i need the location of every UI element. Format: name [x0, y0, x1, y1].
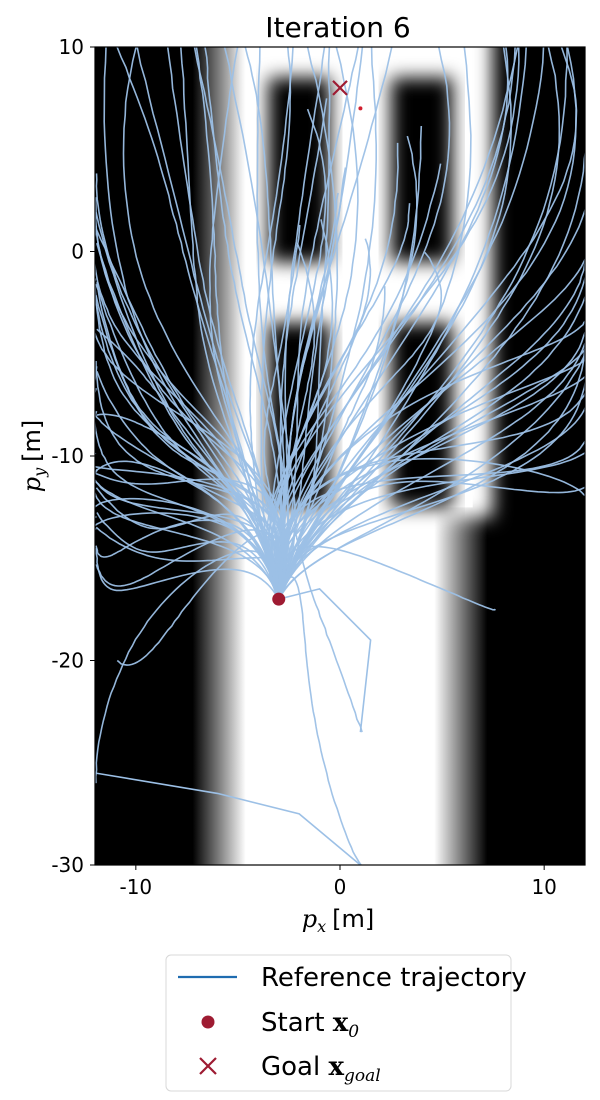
- x-axis-unit: [m]: [332, 905, 374, 933]
- trajectory-line: [95, 487, 280, 600]
- trajectory-line: [278, 125, 423, 600]
- trajectory-line: [95, 387, 280, 600]
- trajectory-line: [278, 340, 585, 600]
- trajectory-line: [278, 337, 585, 600]
- trajectory-line: [276, 47, 451, 600]
- x-axis-subscript: x: [317, 917, 326, 936]
- trajectory-line: [249, 47, 294, 600]
- x-axis-title: px [m]: [302, 905, 375, 936]
- trajectory-line: [95, 225, 280, 600]
- trajectory-line: [278, 405, 585, 600]
- trajectory-line: [96, 281, 280, 600]
- legend-box: [165, 954, 512, 1092]
- y-tick-label: -10: [51, 444, 84, 468]
- trajectory-line: [95, 173, 280, 600]
- trajectory-line: [116, 47, 280, 600]
- legend-goal-subscript: goal: [344, 1066, 381, 1086]
- legend-goal-math: x: [328, 1052, 344, 1082]
- x-tick-label: 10: [531, 875, 556, 899]
- y-tick-label: -30: [51, 853, 84, 877]
- y-axis-unit: [m]: [18, 420, 46, 462]
- trajectory-line: [223, 47, 296, 600]
- legend-start-subscript: 0: [348, 1022, 359, 1042]
- trajectory-line: [95, 197, 280, 600]
- trajectory-line: [278, 47, 527, 600]
- y-axis-ticks: -30 -20 -10 0 10: [51, 35, 95, 877]
- trajectory-line: [278, 47, 512, 600]
- trajectory-line: [278, 260, 585, 600]
- y-tick-label: 10: [59, 35, 84, 59]
- legend-label-goal: Goal xgoal: [261, 1052, 381, 1086]
- trajectory-line: [166, 47, 280, 600]
- trajectory-line: [260, 47, 292, 600]
- y-tick-label: 0: [71, 240, 84, 264]
- trajectory-bundle: [95, 47, 585, 865]
- legend-start-marker: [201, 1015, 215, 1029]
- goal-marker-stroke: [332, 80, 348, 96]
- chart-title: Iteration 6: [265, 11, 410, 44]
- trajectory-line: [278, 47, 561, 600]
- trajectory-line: [278, 588, 372, 733]
- trajectory-line: [266, 47, 359, 600]
- y-axis-symbol: p: [18, 477, 46, 492]
- trajectory-line: [275, 47, 519, 600]
- x-tick-label: 0: [334, 875, 347, 899]
- trajectory-line: [273, 416, 585, 600]
- trajectory-line: [195, 47, 280, 600]
- trajectory-line: [278, 47, 578, 600]
- legend: Reference trajectory Start x0 Goal xgoal: [165, 954, 527, 1092]
- trajectory-line: [275, 47, 509, 600]
- legend-start-text: Start: [261, 1008, 333, 1038]
- x-tick-label: -10: [119, 875, 152, 899]
- trajectory-line: [265, 163, 442, 600]
- plot-area: [95, 47, 585, 865]
- trajectory-line: [193, 47, 285, 600]
- y-axis-title: py [m]: [18, 420, 49, 493]
- legend-goal-text: Goal: [261, 1052, 328, 1082]
- legend-start-math: x: [333, 1008, 349, 1038]
- goal-sample-point: [358, 106, 363, 111]
- start-marker: [272, 592, 286, 606]
- legend-label-reference-trajectory: Reference trajectory: [261, 963, 527, 993]
- x-axis-ticks: -10 0 10: [119, 865, 557, 899]
- trajectory-line: [95, 366, 280, 600]
- y-axis-subscript: y: [30, 467, 49, 478]
- legend-goal-marker: [199, 1057, 217, 1075]
- trajectory-line: [95, 371, 280, 600]
- marker-layer: [272, 80, 363, 606]
- trajectory-line: [278, 47, 331, 600]
- trajectory-line: [278, 320, 585, 600]
- trajectory-line: [278, 135, 418, 600]
- trajectory-line: [95, 772, 361, 865]
- trajectory-line: [204, 47, 283, 600]
- trajectory-line: [278, 47, 339, 600]
- trajectory-line: [278, 576, 362, 865]
- obstacle-block-2: [391, 77, 453, 262]
- trajectory-line: [95, 526, 289, 600]
- trajectory-line: [95, 547, 280, 600]
- trajectory-line: [278, 480, 585, 600]
- trajectory-line: [278, 47, 364, 600]
- trajectory-line: [278, 47, 359, 600]
- x-axis-symbol: p: [302, 905, 317, 933]
- y-tick-label: -20: [51, 649, 84, 673]
- legend-label-start: Start x0: [261, 1008, 359, 1042]
- goal-marker: [332, 80, 348, 96]
